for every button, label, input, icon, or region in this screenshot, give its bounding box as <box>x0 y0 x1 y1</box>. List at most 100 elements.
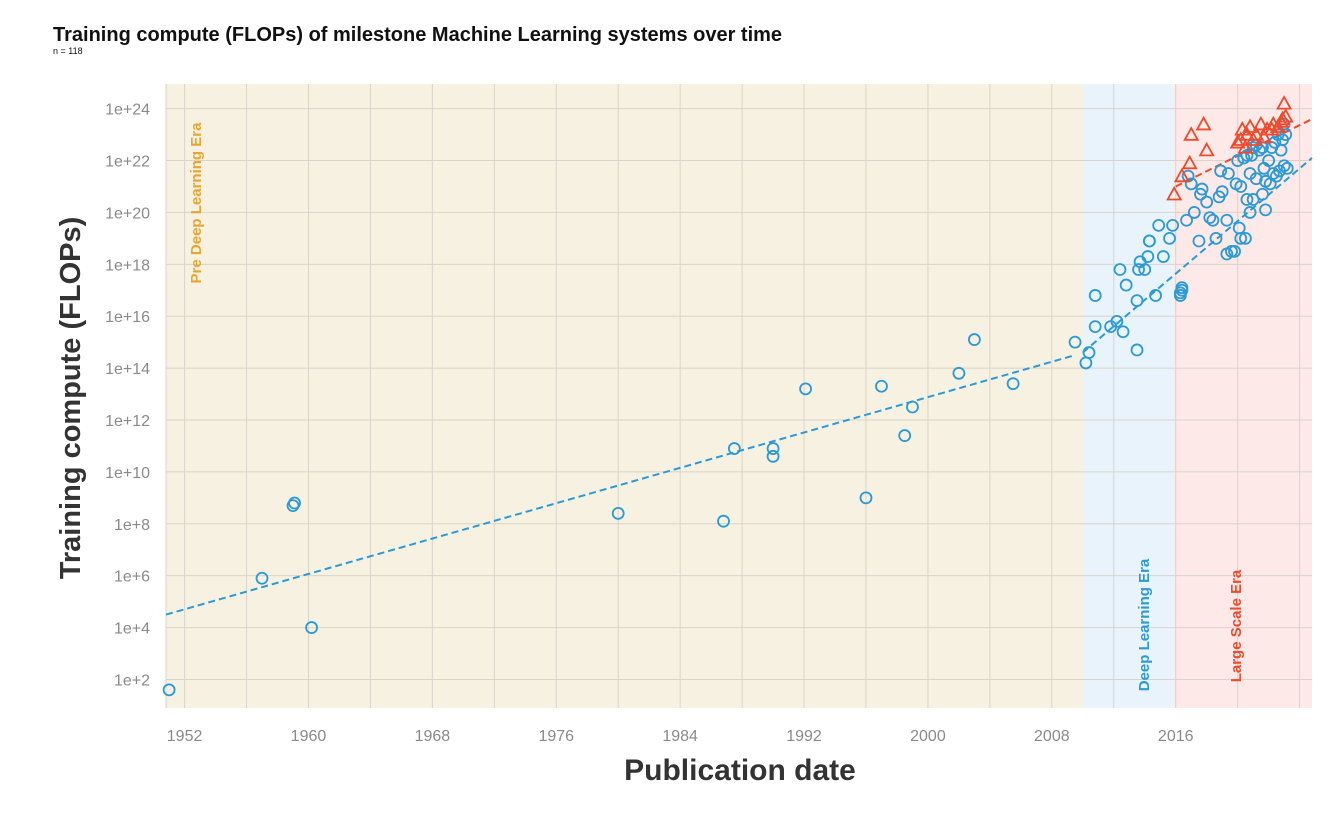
data-point-large-scale <box>1277 108 1294 123</box>
data-point <box>255 571 269 585</box>
data-point <box>1220 213 1234 227</box>
data-point-large-scale <box>1237 139 1254 154</box>
data-point <box>1132 263 1145 276</box>
x-tick-label: 1992 <box>786 728 822 745</box>
x-tick-label: 2000 <box>910 728 946 745</box>
y-tick-label: 1e+22 <box>105 154 150 171</box>
data-point <box>1203 211 1217 225</box>
y-tick-label: 1e+20 <box>105 205 150 222</box>
data-point-large-scale <box>1242 118 1259 133</box>
era-label: Large Scale Era <box>1228 569 1245 682</box>
chart-title: Training compute (FLOPs) of milestone Ma… <box>53 24 783 46</box>
data-point <box>1206 213 1220 227</box>
data-point <box>1116 325 1130 339</box>
data-point <box>1138 263 1152 276</box>
era-labels: Pre Deep Learning Era Deep Learning Era La… <box>188 122 1245 691</box>
data-point <box>1156 250 1170 263</box>
x-tick-label: 2008 <box>1034 728 1070 745</box>
y-tick-label: 1e+16 <box>105 309 150 326</box>
data-point <box>1249 172 1263 186</box>
data-point-large-scale <box>1173 167 1190 183</box>
data-point <box>727 442 741 455</box>
data-points <box>162 95 1294 697</box>
data-point <box>1141 250 1155 263</box>
y-tick-label: 1e+14 <box>105 361 150 378</box>
trend-line-regular <box>1082 157 1313 354</box>
data-point <box>1240 193 1254 206</box>
data-point-large-scale <box>1181 154 1198 170</box>
data-point-large-scale <box>1166 185 1183 201</box>
x-tick-label: 1984 <box>662 728 698 745</box>
data-point-large-scale <box>1198 141 1215 157</box>
data-point-large-scale <box>1248 126 1265 141</box>
data-point <box>1214 164 1228 178</box>
axis-ticks: 1952 1960 1968 1976 1984 1992 2000 2008 2016 1e+2… <box>105 102 1194 745</box>
data-point <box>1239 231 1252 245</box>
data-point <box>1279 128 1293 141</box>
x-tick-label: 1976 <box>538 728 574 745</box>
data-point <box>162 683 176 697</box>
data-point <box>906 400 919 414</box>
era-band-0 <box>166 84 1083 708</box>
data-point <box>1277 159 1291 173</box>
chart-subtitle: n = 118 <box>53 46 83 56</box>
y-tick-label: 1e+24 <box>105 102 150 119</box>
data-point-large-scale <box>1229 134 1246 149</box>
data-point <box>1113 263 1127 276</box>
data-point <box>1184 177 1198 191</box>
data-point <box>1187 206 1201 219</box>
data-point <box>1195 182 1209 196</box>
data-point <box>1266 167 1280 180</box>
data-point-large-scale <box>1252 115 1269 131</box>
data-point <box>1088 289 1102 302</box>
x-axis-title: Publication date <box>624 754 856 787</box>
data-point <box>288 496 301 510</box>
data-point <box>1234 231 1248 245</box>
y-axis-title: Training compute (FLOPs) <box>55 217 87 580</box>
era-band-1 <box>1082 84 1175 708</box>
data-point <box>1246 193 1260 206</box>
data-point <box>717 514 730 528</box>
data-point-large-scale <box>1274 110 1291 126</box>
data-point <box>875 379 888 393</box>
data-point <box>1246 141 1260 154</box>
data-point <box>1175 281 1189 295</box>
data-point <box>611 507 625 520</box>
data-point <box>898 429 912 442</box>
era-label: Pre Deep Learning Era <box>188 122 205 284</box>
data-point <box>1280 161 1294 175</box>
data-point <box>952 366 966 380</box>
data-point <box>1243 206 1257 219</box>
y-tick-label: 1e+10 <box>105 465 150 482</box>
data-point <box>859 491 873 505</box>
data-point <box>1228 244 1241 258</box>
data-point <box>1231 154 1245 167</box>
data-point <box>1110 315 1124 328</box>
data-point <box>1163 231 1176 245</box>
data-point <box>1152 219 1166 232</box>
data-point <box>1194 187 1207 201</box>
data-point-large-scale <box>1238 126 1255 141</box>
data-point <box>1119 278 1133 292</box>
data-point <box>1209 231 1223 245</box>
y-tick-label: 1e+18 <box>105 257 150 274</box>
trend-line-regular <box>165 354 1076 616</box>
data-point <box>1149 289 1162 302</box>
data-point <box>1142 234 1156 248</box>
data-point <box>1166 219 1180 232</box>
data-point-large-scale <box>1276 95 1293 110</box>
data-point <box>1130 343 1144 357</box>
data-point <box>1256 187 1269 201</box>
data-point <box>766 449 780 463</box>
data-point <box>967 333 981 346</box>
data-point <box>1259 203 1272 217</box>
y-tick-label: 1e+6 <box>114 569 150 586</box>
data-point <box>1240 148 1254 162</box>
x-tick-label: 1968 <box>415 728 451 745</box>
data-point <box>1192 234 1206 248</box>
data-point <box>1082 346 1096 359</box>
data-point <box>1234 180 1248 193</box>
x-tick-label: 1960 <box>291 728 327 745</box>
data-point <box>1221 167 1235 180</box>
